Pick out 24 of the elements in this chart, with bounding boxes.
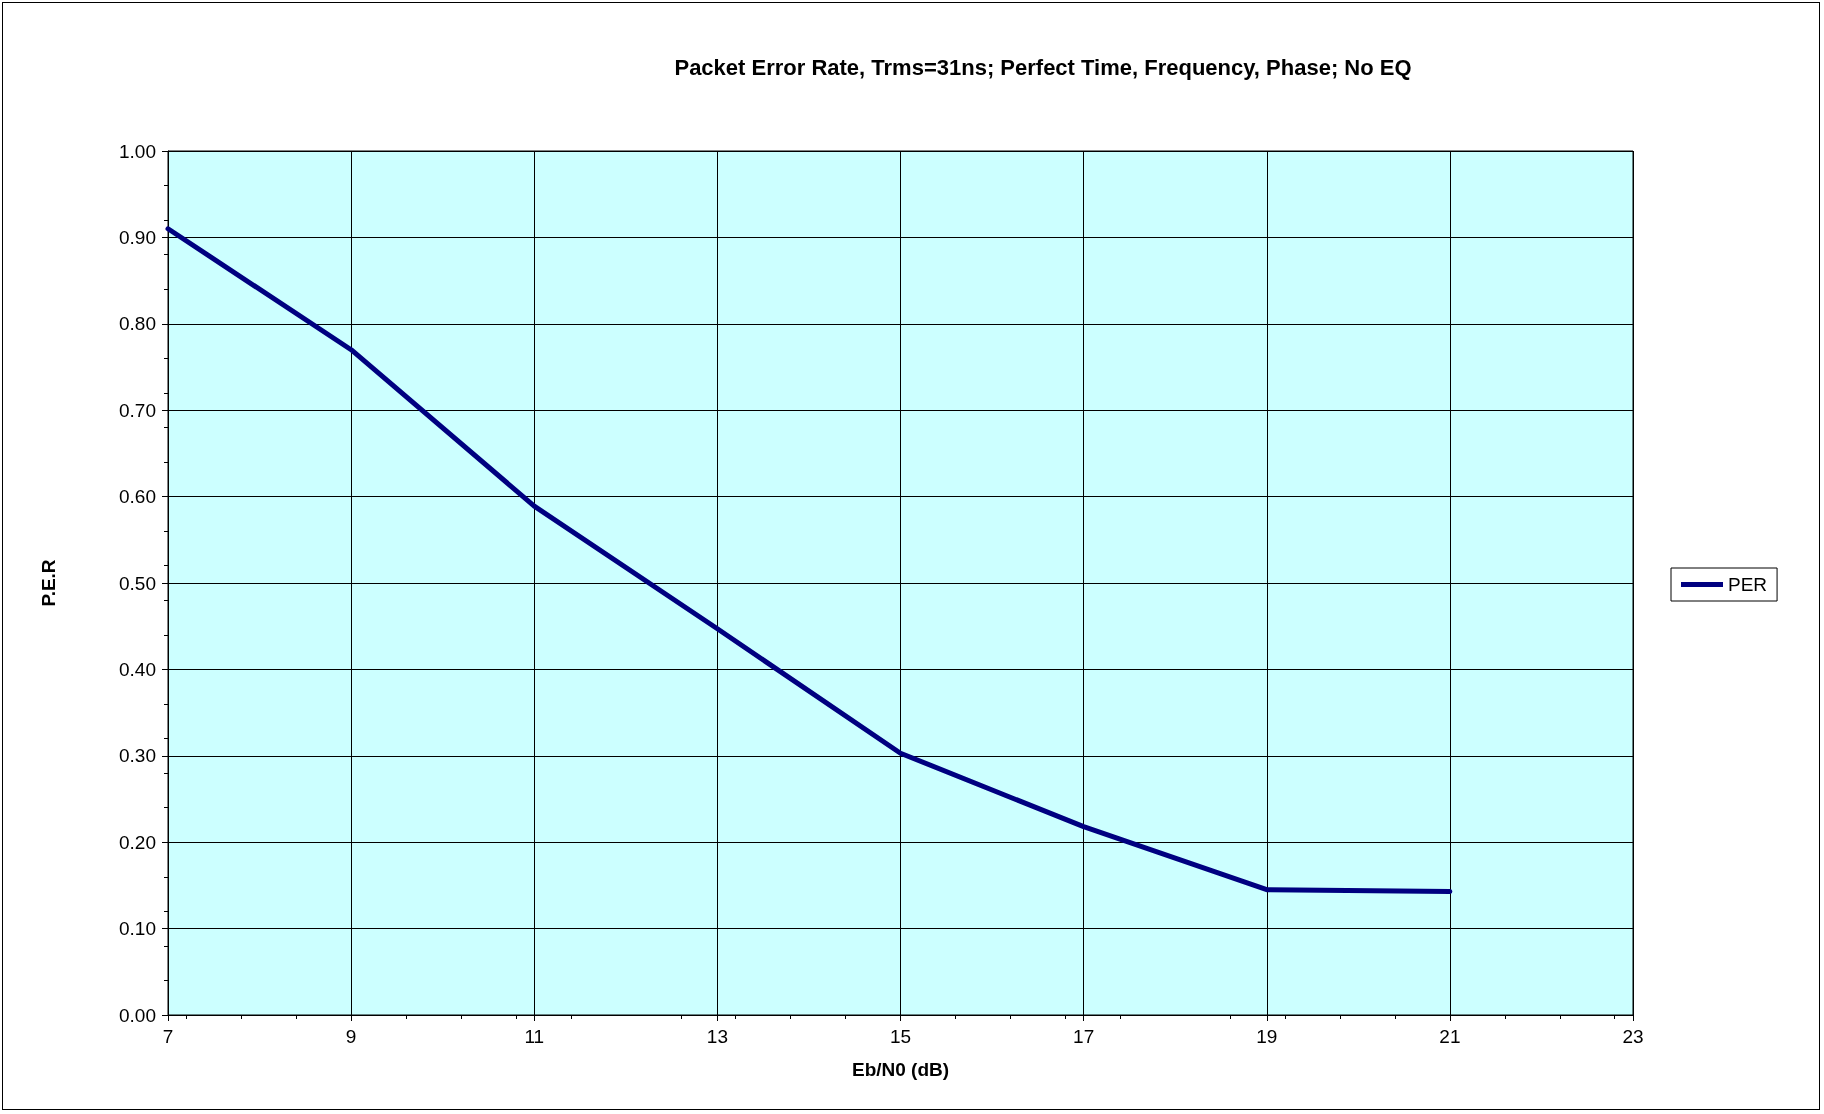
y-tick-label: 0.90 [119, 226, 156, 248]
x-tick-label: 23 [1622, 1026, 1644, 1047]
legend-label: PER [1728, 574, 1768, 595]
y-tick-label: 0.00 [119, 1004, 156, 1026]
x-tick-label: 17 [1073, 1026, 1095, 1047]
y-tick-label: 0.30 [119, 745, 156, 767]
y-tick-label: 0.80 [119, 313, 156, 335]
x-axis-title: Eb/N0 (dB) [851, 1059, 950, 1080]
x-tick-label: 13 [706, 1026, 728, 1047]
x-tick-label: 9 [345, 1026, 357, 1047]
y-tick-label: 0.10 [119, 918, 156, 940]
y-tick-label: 1.00 [119, 140, 156, 162]
y-tick-label: 0.70 [119, 399, 156, 421]
x-tick-label: 19 [1256, 1026, 1278, 1047]
y-tick-label: 0.50 [119, 572, 156, 594]
y-tick-label: 0.60 [119, 486, 156, 508]
chart-title: Packet Error Rate, Trms=31ns; Perfect Time, Frequency, Phase; No EQ [674, 54, 1412, 80]
x-tick-label: 15 [889, 1026, 912, 1047]
y-tick-label: 0.40 [119, 658, 156, 680]
x-tick-label: 21 [1439, 1026, 1461, 1047]
x-tick-label: 7 [162, 1026, 174, 1047]
x-tick-label: 11 [524, 1026, 545, 1047]
y-tick-label: 0.20 [119, 831, 156, 853]
y-axis-title: P.E.R [38, 559, 59, 607]
